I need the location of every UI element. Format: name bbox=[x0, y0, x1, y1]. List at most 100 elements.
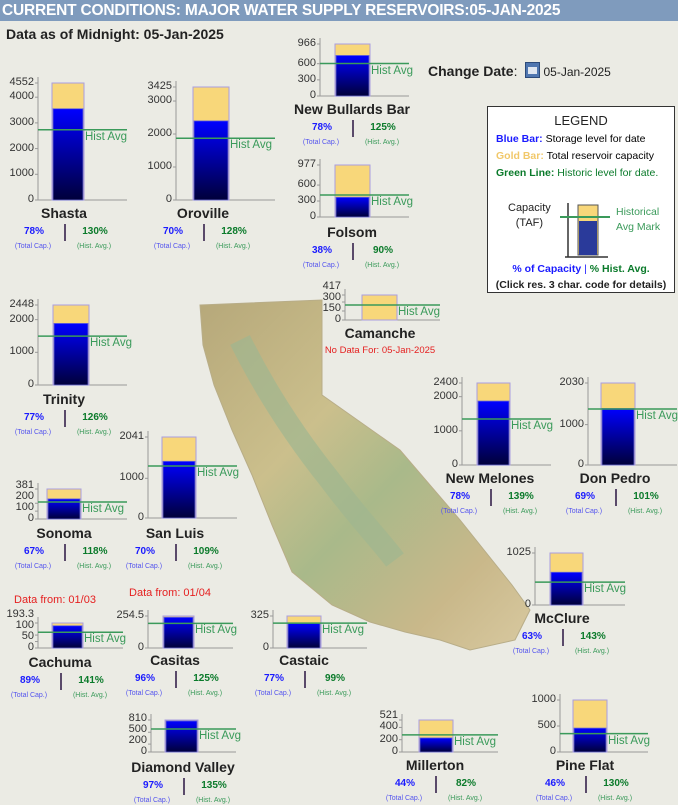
legend-pct-key: % of Capacity | % Hist. Avg. bbox=[512, 263, 650, 275]
calendar-icon[interactable] bbox=[525, 62, 541, 78]
trinity-tick-label: 1000 bbox=[9, 345, 34, 358]
legend-green-key: Green Line: bbox=[496, 167, 555, 179]
new-bullards-bar-name-link[interactable]: New Bullards Bar bbox=[294, 101, 410, 117]
legend-row-gold: Gold Bar: Total reservoir capacity bbox=[496, 150, 674, 162]
hist-avg-caption: (Hist. Avg.) bbox=[195, 797, 231, 804]
cachuma-data-from-note: Data from: 01/03 bbox=[14, 594, 96, 606]
new-melones-name-link[interactable]: New Melones bbox=[445, 470, 535, 486]
hist-avg-caption: (Hist. Avg.) bbox=[447, 795, 483, 802]
don-pedro-hist-avg-label: Hist Avg bbox=[636, 409, 678, 422]
shasta-pct-hist: 130% bbox=[82, 226, 108, 237]
casitas-pct-hist: 125% bbox=[193, 673, 219, 684]
hist-avg-caption: (Hist. Avg.) bbox=[597, 795, 633, 802]
millerton-tick-label: 521 bbox=[379, 709, 398, 722]
folsom-tick-label: 977 bbox=[297, 158, 316, 170]
san-luis-pct-hist: 109% bbox=[193, 546, 219, 557]
trinity-pct-capacity: 77% bbox=[23, 412, 45, 423]
diamond-valley-name-link[interactable]: Diamond Valley bbox=[131, 759, 235, 775]
new-melones-tick-label: 0 bbox=[451, 458, 458, 470]
hist-avg-caption: (Hist. Avg.) bbox=[76, 429, 112, 436]
casitas-name-link[interactable]: Casitas bbox=[150, 652, 200, 668]
folsom-name-link[interactable]: Folsom bbox=[327, 224, 377, 240]
sonoma-storage-bar bbox=[47, 498, 81, 520]
casitas-tick-label: 254.5 bbox=[116, 609, 144, 621]
pct-separator bbox=[490, 489, 492, 506]
sonoma-name-link[interactable]: Sonoma bbox=[36, 525, 92, 541]
camanche-no-data-note: No Data For: 05-Jan-2025 bbox=[324, 345, 436, 356]
total-cap-caption: (Total Cap.) bbox=[153, 243, 191, 250]
casitas-pct-capacity: 96% bbox=[134, 673, 156, 684]
castaic-pct-capacity: 77% bbox=[263, 673, 285, 684]
legend-row-blue: Blue Bar: Storage level for date bbox=[496, 133, 674, 145]
san-luis-hist-avg-label: Hist Avg bbox=[197, 466, 239, 479]
castaic-hist-avg-label: Hist Avg bbox=[322, 624, 364, 637]
sonoma-tick-label: 0 bbox=[27, 512, 34, 524]
new-bullards-bar-hist-avg-label: Hist Avg bbox=[371, 64, 413, 77]
pine-flat-pct-capacity: 46% bbox=[544, 778, 566, 789]
folsom-tick-label: 300 bbox=[297, 194, 316, 207]
new-melones-pct-hist: 139% bbox=[508, 491, 534, 502]
shasta-tick-label: 0 bbox=[27, 193, 34, 205]
mcclure-pct-capacity: 63% bbox=[521, 631, 543, 642]
legend-blue-key: Blue Bar: bbox=[496, 133, 543, 145]
new-melones-tick-label: 2000 bbox=[433, 389, 458, 402]
mcclure-tick-label: 1025 bbox=[506, 546, 531, 558]
legend-row-green: Green Line: Historic level for date. bbox=[496, 167, 674, 179]
folsom-pct-capacity: 38% bbox=[311, 245, 333, 256]
cachuma-tick-label: 0 bbox=[27, 641, 34, 653]
shasta-storage-bar bbox=[52, 108, 84, 201]
folsom-pct-hist: 90% bbox=[372, 245, 394, 256]
don-pedro-tick-label: 1000 bbox=[559, 417, 584, 430]
total-cap-caption: (Total Cap.) bbox=[385, 795, 423, 802]
pct-separator bbox=[352, 120, 354, 137]
casitas-storage-bar bbox=[163, 616, 194, 649]
don-pedro-name-link[interactable]: Don Pedro bbox=[579, 470, 651, 486]
legend-gold-text: Total reservoir capacity bbox=[546, 150, 654, 162]
pct-separator bbox=[175, 671, 177, 688]
legend-blue-text: Storage level for date bbox=[545, 133, 646, 145]
hist-avg-caption: (Hist. Avg.) bbox=[316, 690, 352, 697]
new-bullards-bar-tick-label: 966 bbox=[297, 37, 316, 49]
diamond-valley-hist-avg-label: Hist Avg bbox=[199, 730, 241, 742]
don-pedro-storage-bar bbox=[601, 408, 635, 466]
pct-separator bbox=[435, 776, 437, 793]
pine-flat-name-link[interactable]: Pine Flat bbox=[555, 757, 615, 773]
pct-separator bbox=[60, 673, 62, 690]
diamond-valley-pct-hist: 135% bbox=[201, 780, 227, 791]
total-cap-caption: (Total Cap.) bbox=[254, 690, 292, 697]
castaic-name-link[interactable]: Castaic bbox=[279, 652, 329, 668]
millerton-pct-capacity: 44% bbox=[394, 778, 416, 789]
hist-avg-caption: (Hist. Avg.) bbox=[364, 262, 400, 269]
total-cap-caption: (Total Cap.) bbox=[512, 648, 550, 655]
mcclure-name-link[interactable]: McClure bbox=[534, 610, 590, 626]
cachuma-pct-hist: 141% bbox=[78, 675, 104, 686]
hist-avg-caption: (Hist. Avg.) bbox=[215, 243, 251, 250]
castaic-tick-label: 325 bbox=[250, 609, 269, 621]
sonoma-tick-label: 200 bbox=[15, 490, 34, 502]
millerton-name-link[interactable]: Millerton bbox=[405, 757, 465, 773]
oroville-name-link[interactable]: Oroville bbox=[176, 205, 230, 221]
shasta-name-link[interactable]: Shasta bbox=[41, 205, 87, 221]
camanche-name-link[interactable]: Camanche bbox=[344, 325, 416, 341]
pct-separator bbox=[64, 544, 66, 561]
pine-flat-tick-label: 0 bbox=[549, 745, 556, 757]
new-bullards-bar-tick-label: 600 bbox=[297, 56, 316, 69]
new-melones-storage-bar bbox=[477, 400, 510, 466]
change-date-input[interactable]: 05-Jan-2025 bbox=[543, 65, 611, 79]
total-cap-caption: (Total Cap.) bbox=[302, 139, 340, 146]
hist-avg-caption: (Hist. Avg.) bbox=[574, 648, 610, 655]
pct-separator bbox=[304, 671, 306, 688]
oroville-pct-hist: 128% bbox=[221, 226, 247, 237]
san-luis-name-link[interactable]: San Luis bbox=[145, 525, 205, 541]
camanche-hist-avg-label: Hist Avg bbox=[398, 306, 440, 318]
millerton-tick-label: 0 bbox=[391, 745, 398, 757]
trinity-name-link[interactable]: Trinity bbox=[42, 391, 86, 407]
shasta-tick-label: 2000 bbox=[9, 141, 34, 154]
pct-separator bbox=[352, 243, 354, 260]
san-luis-tick-label: 1000 bbox=[119, 471, 144, 484]
new-melones-tick-label: 1000 bbox=[433, 423, 458, 436]
pine-flat-tick-label: 500 bbox=[537, 719, 556, 731]
cachuma-name-link[interactable]: Cachuma bbox=[28, 654, 92, 670]
pct-separator bbox=[64, 410, 66, 427]
